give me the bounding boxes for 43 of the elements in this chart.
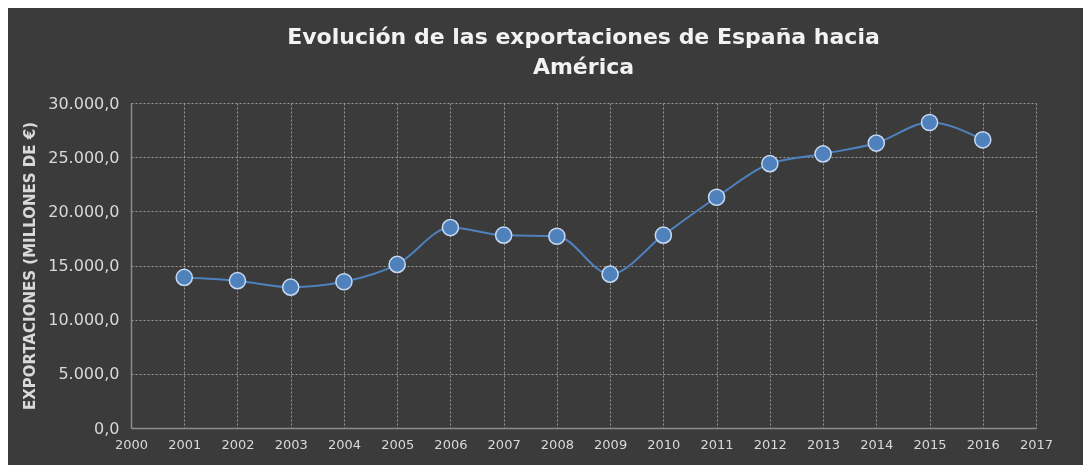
x-tick-label: 2005 [381,436,415,452]
y-tick-label: 0,0 [94,418,120,438]
x-tick-label: 2013 [807,436,841,452]
x-tick-label: 2001 [168,436,202,452]
point [175,268,194,287]
y-tick-label: 10.000,0 [48,310,120,330]
x-tick-label: 2003 [274,436,308,452]
x-tick-label: 2000 [114,436,149,452]
y-axis-title: EXPORTACIONES (MILLONES DE €) [21,121,40,411]
x-tick-label: 2016 [966,436,1000,452]
x-tick-label: 2012 [753,436,787,452]
y-tick-label: 20.000,0 [48,201,120,221]
x-tick-label: 2008 [540,436,574,452]
x-tick-label: 2014 [860,436,894,452]
point [335,272,353,291]
point [920,113,939,132]
x-tick-label: 2010 [647,436,681,452]
y-tick-label: 5.000,0 [58,364,120,384]
x-tick-label: 2006 [434,436,468,452]
point [707,188,726,207]
x-tick-label: 2011 [700,436,734,452]
x-tick-label: 2007 [487,436,521,452]
point [973,131,992,149]
point [761,154,779,173]
chart-title: Evolución de las exportaciones de España hacia América [287,24,880,79]
y-tick-label: 15.000,0 [48,256,120,275]
point [548,227,566,246]
x-tick-label: 2004 [327,436,361,452]
x-tick-label: 2015 [913,436,947,452]
point [388,255,406,274]
point [601,265,619,283]
point [814,145,832,163]
point [281,278,300,296]
point [867,134,886,152]
point [494,226,513,244]
y-tick-label: 25.000,0 [48,147,120,167]
y-tick-label: 30.000,0 [48,93,120,113]
x-tick-label: 2017 [1019,436,1054,452]
point [654,226,673,244]
point [228,271,247,290]
x-tick-label: 2009 [594,436,628,452]
x-tick-label: 2002 [221,436,255,452]
point [441,218,460,237]
